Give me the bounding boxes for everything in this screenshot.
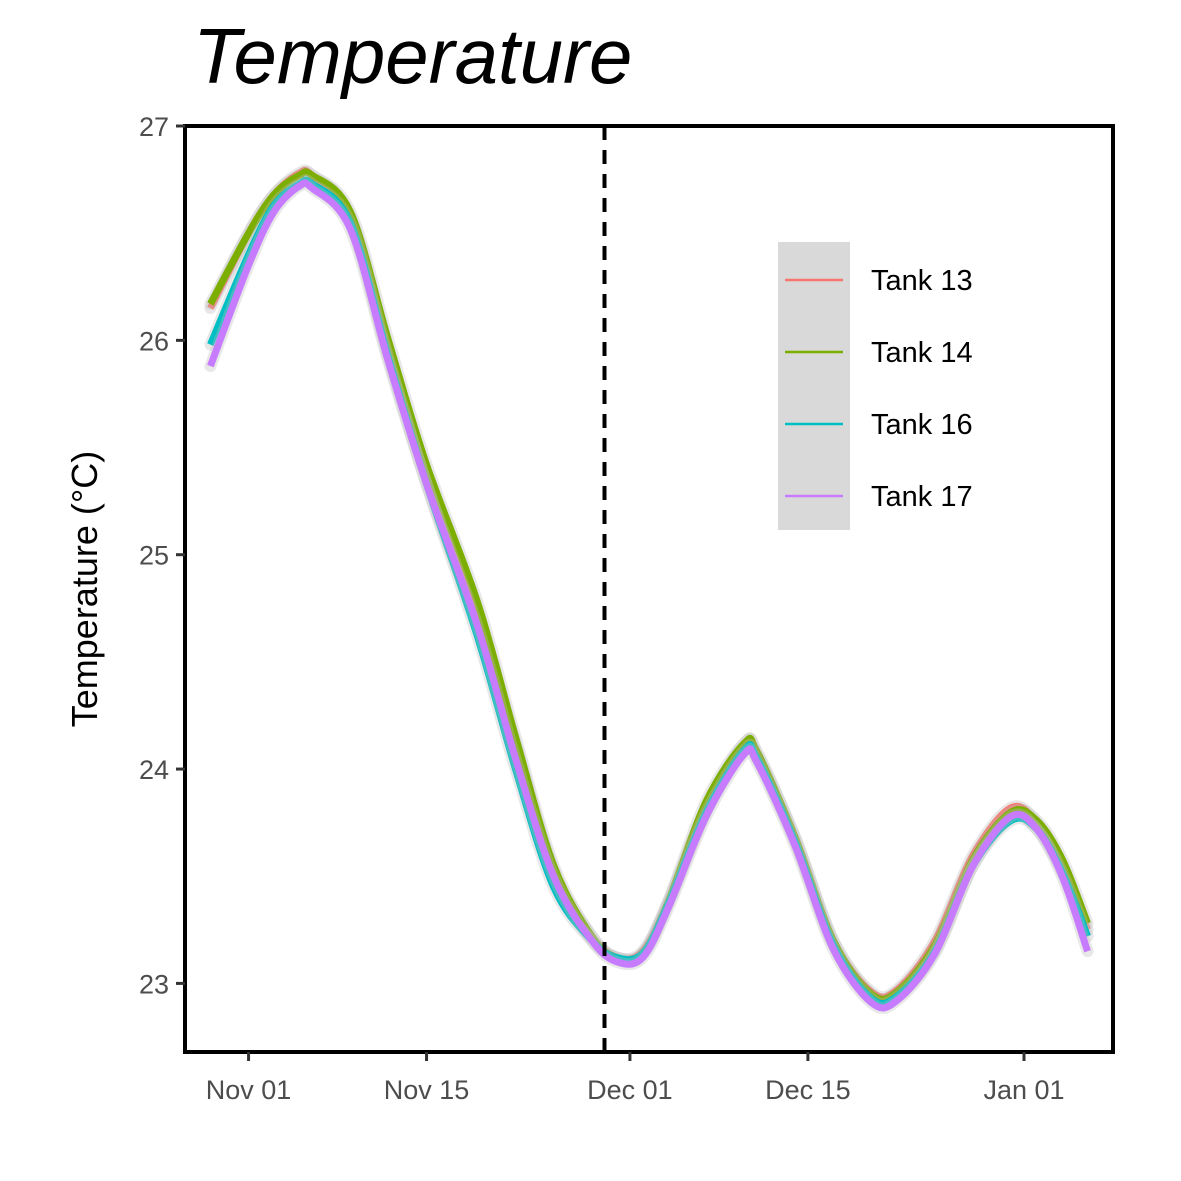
legend-key-background bbox=[778, 242, 850, 530]
x-tick-label: Dec 15 bbox=[765, 1075, 851, 1105]
series-line-tank-17 bbox=[207, 179, 1091, 1012]
y-tick-label: 24 bbox=[139, 755, 169, 785]
y-axis: 23 24 25 26 27 bbox=[139, 112, 185, 999]
legend-label-tank-16: Tank 16 bbox=[871, 409, 973, 441]
y-tick-label: 27 bbox=[139, 112, 169, 142]
y-axis-title: Temperature (°C) bbox=[64, 451, 105, 727]
x-tick-label: Dec 01 bbox=[587, 1075, 673, 1105]
legend-label-tank-14: Tank 14 bbox=[871, 337, 973, 369]
y-tick-label: 26 bbox=[139, 326, 169, 356]
legend-label-tank-17: Tank 17 bbox=[871, 481, 973, 513]
plot-panel-border bbox=[183, 124, 1115, 1054]
x-tick-label: Nov 01 bbox=[206, 1075, 292, 1105]
legend: Tank 13 Tank 14 Tank 16 Tank 17 bbox=[778, 242, 973, 530]
series-layer bbox=[204, 164, 1094, 1014]
x-tick-label: Jan 01 bbox=[983, 1075, 1064, 1105]
y-tick-label: 23 bbox=[139, 969, 169, 999]
x-axis: Nov 01 Nov 15 Dec 01 Dec 15 Jan 01 bbox=[206, 1052, 1065, 1105]
legend-label-tank-13: Tank 13 bbox=[871, 265, 973, 297]
x-tick-label: Nov 15 bbox=[384, 1075, 470, 1105]
chart-title: Temperature bbox=[193, 12, 632, 100]
y-tick-label: 25 bbox=[139, 541, 169, 571]
